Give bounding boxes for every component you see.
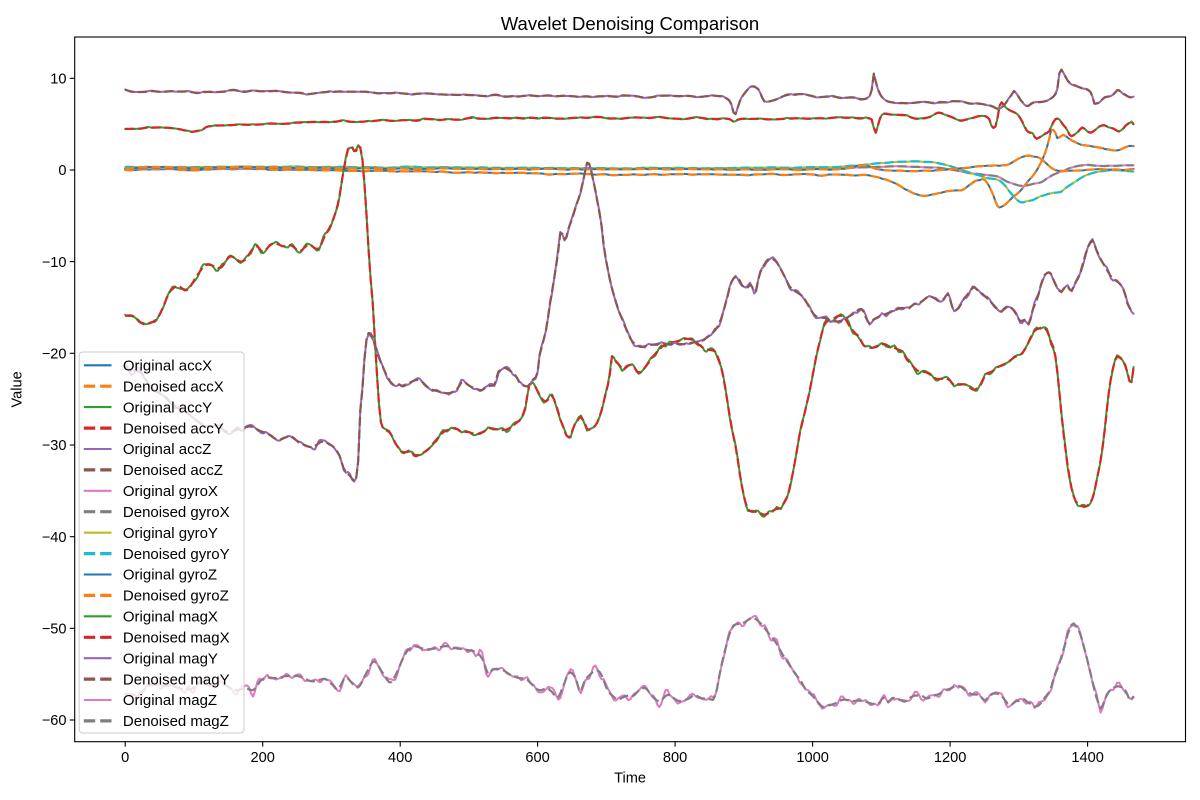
- svg-text:Original gyroZ: Original gyroZ: [123, 567, 217, 584]
- svg-text:Original magX: Original magX: [123, 609, 218, 626]
- svg-text:Wavelet Denoising Comparison: Wavelet Denoising Comparison: [501, 13, 759, 34]
- svg-text:1400: 1400: [1071, 750, 1103, 766]
- svg-text:Original accX: Original accX: [123, 358, 212, 375]
- svg-text:Value: Value: [10, 371, 26, 407]
- svg-text:Denoised accX: Denoised accX: [123, 378, 224, 395]
- svg-text:Time: Time: [614, 771, 646, 787]
- svg-text:800: 800: [663, 750, 687, 766]
- svg-text:Original accZ: Original accZ: [123, 441, 211, 458]
- svg-text:Denoised gyroX: Denoised gyroX: [123, 504, 230, 521]
- svg-text:Original magZ: Original magZ: [123, 692, 217, 709]
- svg-text:Denoised accY: Denoised accY: [123, 420, 224, 437]
- svg-text:−20: −20: [42, 347, 67, 363]
- svg-text:−30: −30: [42, 438, 67, 454]
- svg-text:Denoised magY: Denoised magY: [123, 671, 230, 688]
- svg-text:Denoised gyroZ: Denoised gyroZ: [123, 588, 229, 605]
- svg-text:10: 10: [50, 72, 66, 88]
- svg-text:−10: −10: [42, 255, 67, 271]
- svg-text:Denoised magZ: Denoised magZ: [123, 713, 229, 730]
- svg-text:600: 600: [525, 750, 549, 766]
- svg-text:Original magY: Original magY: [123, 650, 218, 667]
- svg-text:200: 200: [251, 750, 275, 766]
- svg-text:Original gyroY: Original gyroY: [123, 525, 218, 542]
- svg-text:Original accY: Original accY: [123, 399, 212, 416]
- svg-text:−40: −40: [42, 530, 67, 546]
- svg-text:0: 0: [121, 750, 129, 766]
- svg-text:−50: −50: [42, 622, 67, 638]
- svg-text:Denoised magX: Denoised magX: [123, 630, 230, 647]
- svg-text:Denoised accZ: Denoised accZ: [123, 462, 223, 479]
- svg-text:1000: 1000: [796, 750, 828, 766]
- svg-text:Denoised gyroY: Denoised gyroY: [123, 546, 230, 563]
- svg-text:0: 0: [58, 163, 66, 179]
- svg-text:1200: 1200: [934, 750, 966, 766]
- svg-text:Original gyroX: Original gyroX: [123, 483, 218, 500]
- svg-text:400: 400: [388, 750, 412, 766]
- svg-text:−60: −60: [42, 713, 67, 729]
